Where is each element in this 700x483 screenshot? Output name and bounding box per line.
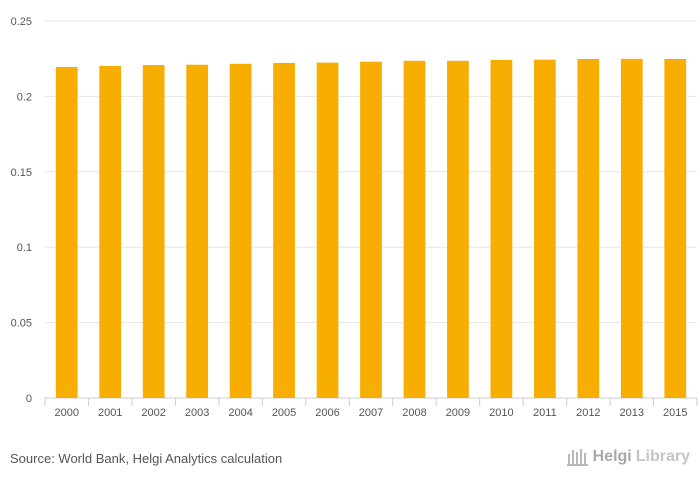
x-tick-label: 2004 [228, 407, 252, 419]
x-tick-label: 2000 [54, 407, 78, 419]
x-tick-label: 2006 [315, 407, 339, 419]
x-tick-label: 2002 [141, 407, 165, 419]
bar [620, 58, 643, 398]
bar [447, 60, 469, 399]
bar [360, 61, 382, 398]
x-tick-label: 2015 [663, 407, 687, 419]
x-tick-label: 2011 [533, 407, 557, 419]
y-tick-label: 0.05 [11, 318, 32, 330]
y-tick-label: 0.2 [17, 91, 32, 103]
bar [186, 64, 208, 399]
x-tick-label: 2005 [272, 407, 296, 419]
bar [316, 62, 339, 399]
x-tick-label: 2001 [98, 407, 122, 419]
x-tick-label: 2003 [185, 407, 209, 419]
helgi-library-logo: Helgi Library [566, 448, 690, 466]
bar [229, 63, 252, 398]
bar [534, 59, 556, 399]
source-note: Source: World Bank, Helgi Analytics calc… [10, 451, 283, 466]
bar [577, 59, 600, 399]
x-tick-label: 2010 [489, 407, 513, 419]
bar [403, 60, 426, 399]
x-tick-label: 2013 [620, 407, 644, 419]
y-tick-label: 0 [26, 393, 32, 405]
y-tick-label: 0.1 [17, 242, 32, 254]
bar [142, 65, 165, 398]
x-tick-label: 2012 [576, 407, 600, 419]
logo-text-helgi: Helgi [592, 448, 632, 465]
x-tick-label: 2009 [446, 407, 470, 419]
logo-text-library: Library [635, 448, 690, 465]
x-tick-label: 2007 [359, 407, 383, 419]
y-tick-label: 0.15 [11, 167, 32, 179]
y-tick-label: 0.25 [11, 16, 32, 28]
bar [490, 59, 513, 398]
bar [664, 59, 687, 399]
bar [273, 62, 295, 399]
library-icon [566, 449, 588, 466]
bar [99, 65, 122, 398]
bar [55, 66, 78, 398]
x-tick-label: 2008 [402, 407, 426, 419]
